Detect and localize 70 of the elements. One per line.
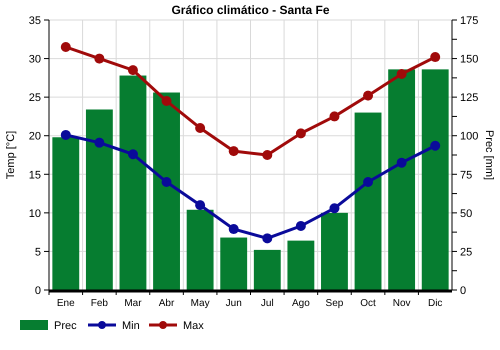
x-tick-label: Ene (56, 298, 76, 309)
point (396, 158, 407, 168)
x-tick-label: Sep (326, 298, 344, 309)
x-tick-label: Jul (260, 298, 274, 309)
point (396, 69, 407, 79)
point (162, 96, 172, 106)
x-tick-label: Ago (292, 298, 310, 309)
x-tick-label: Nov (392, 298, 411, 309)
bar (153, 92, 180, 290)
y-tick-label: 10 (28, 208, 41, 220)
point (262, 233, 272, 244)
point (128, 65, 138, 76)
y2-axis-title: Prec [mm] (483, 130, 495, 180)
y-tick-label: 5 (34, 246, 41, 258)
bar (388, 69, 416, 290)
point (195, 200, 206, 210)
x-tick-label: May (190, 298, 210, 309)
bar (422, 69, 449, 290)
bar (254, 250, 281, 290)
bar (354, 112, 382, 290)
x-tick-label: Oct (360, 298, 376, 309)
legend-label: Min (122, 320, 140, 332)
y2-tick-label: 75 (460, 169, 472, 182)
chart-title: Gráfico climático - Santa Fe (171, 3, 330, 17)
y-tick-label: 15 (28, 169, 41, 182)
x-tick-label: Feb (90, 298, 108, 309)
x-tick-label: Abr (158, 298, 175, 309)
y2-tick-label: 50 (460, 208, 472, 220)
bar (52, 137, 80, 290)
legend-label: Max (183, 320, 204, 332)
point (128, 149, 138, 160)
bar (186, 210, 214, 290)
y-tick-label: 20 (28, 130, 41, 143)
y2-tick-label: 25 (460, 246, 472, 258)
point (262, 150, 272, 160)
bar (86, 109, 113, 290)
bar (287, 240, 314, 290)
bar (220, 238, 248, 290)
bar (120, 76, 146, 290)
point (296, 128, 306, 138)
y2-tick-label: 125 (460, 92, 478, 104)
y2-tick-label: 150 (460, 54, 478, 66)
point (60, 42, 71, 52)
y-tick-label: 25 (28, 92, 41, 104)
y2-tick-label: 100 (460, 130, 478, 143)
point (430, 52, 440, 62)
point (60, 130, 71, 140)
point (228, 224, 239, 234)
point (228, 146, 239, 156)
x-tick-label: Mar (124, 298, 142, 309)
y-tick-label: 30 (28, 54, 41, 66)
bar (321, 212, 348, 290)
point (162, 177, 172, 187)
y-tick-label: 35 (28, 15, 41, 27)
point (329, 203, 340, 214)
point (296, 220, 306, 231)
legend-label: Prec (54, 320, 78, 332)
x-tick-label: Jun (226, 298, 242, 309)
point (363, 177, 374, 187)
y2-tick-label: 0 (460, 285, 466, 297)
y-tick-label: 0 (34, 285, 41, 297)
point (94, 138, 104, 148)
x-tick-label: Dic (428, 298, 442, 309)
point (430, 140, 440, 151)
point (363, 90, 374, 101)
point (195, 123, 206, 133)
point (329, 111, 340, 122)
point (94, 54, 104, 64)
y2-tick-label: 175 (460, 15, 478, 27)
y-axis-title: Temp [°C] (5, 130, 17, 180)
